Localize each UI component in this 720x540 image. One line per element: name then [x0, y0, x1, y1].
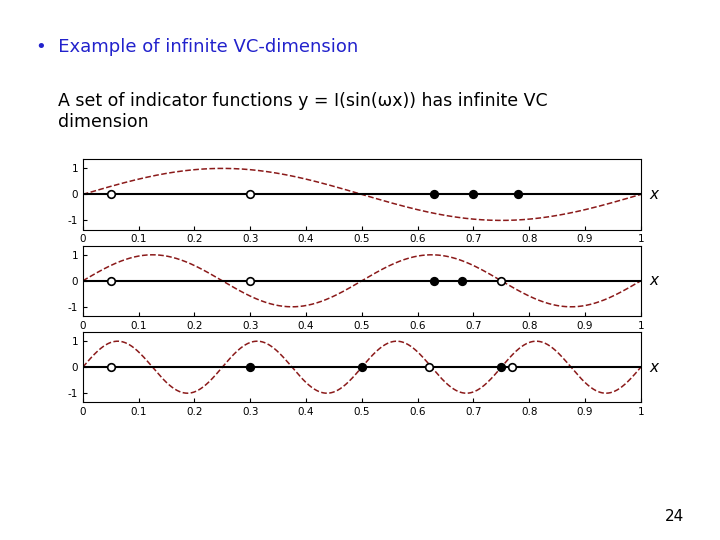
Point	[105, 363, 117, 372]
Point	[244, 190, 256, 199]
Point	[428, 190, 440, 199]
Point	[105, 190, 117, 199]
Point	[495, 363, 507, 372]
Text: x: x	[649, 187, 658, 202]
Text: x: x	[649, 273, 658, 288]
Point	[244, 363, 256, 372]
Point	[244, 276, 256, 285]
Text: 24: 24	[665, 509, 684, 524]
Point	[423, 363, 435, 372]
Text: •  Example of infinite VC-dimension: • Example of infinite VC-dimension	[36, 38, 359, 56]
Point	[428, 276, 440, 285]
Point	[507, 363, 518, 372]
Point	[356, 363, 368, 372]
Point	[105, 276, 117, 285]
Point	[495, 276, 507, 285]
Text: x: x	[649, 360, 658, 375]
Point	[456, 276, 468, 285]
Point	[513, 190, 524, 199]
Point	[468, 190, 480, 199]
Text: A set of indicator functions y = I(sin(ωx)) has infinite VC
dimension: A set of indicator functions y = I(sin(ω…	[58, 92, 547, 131]
